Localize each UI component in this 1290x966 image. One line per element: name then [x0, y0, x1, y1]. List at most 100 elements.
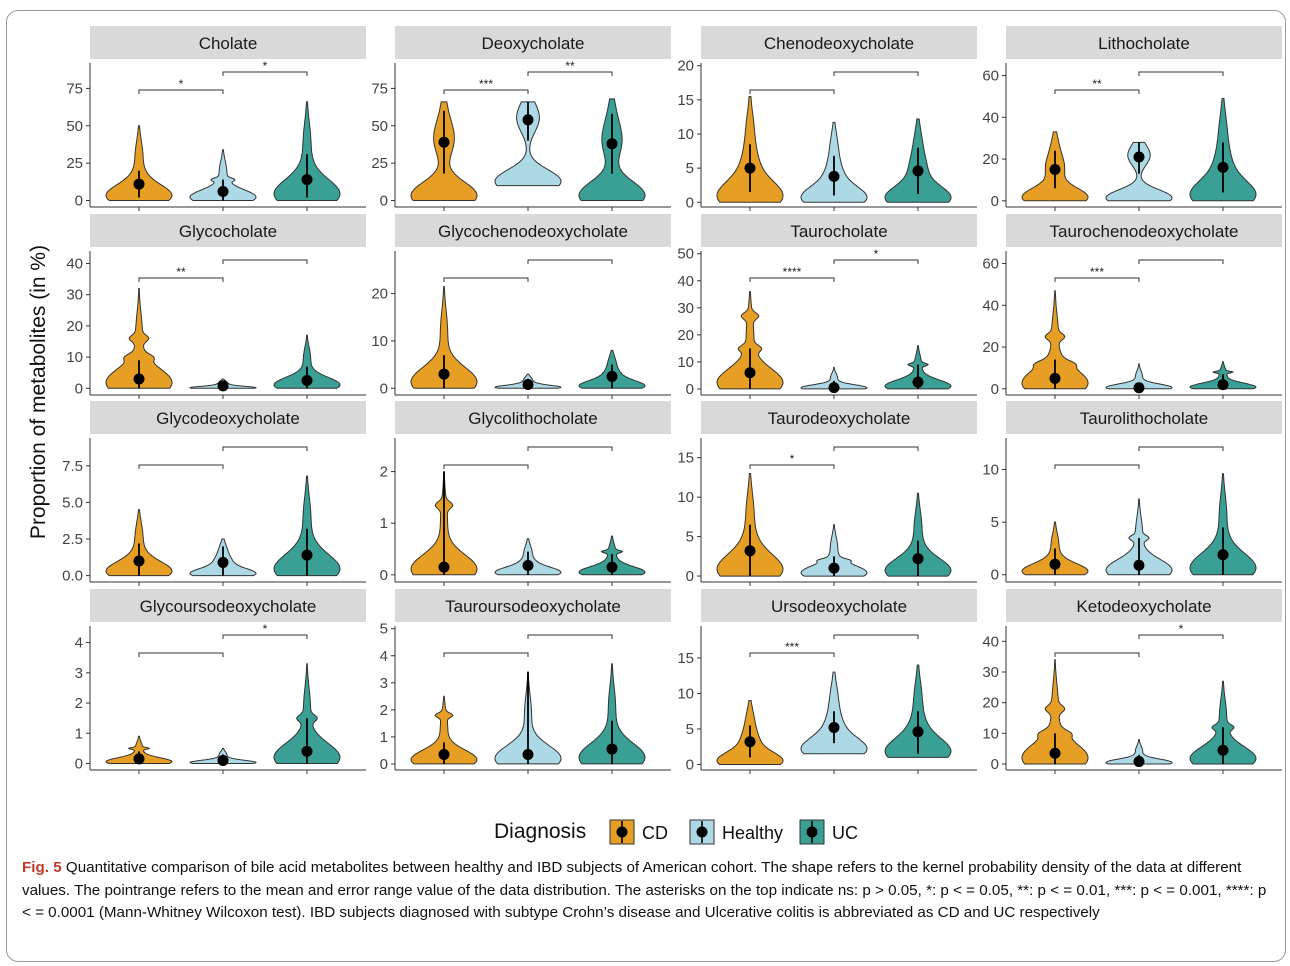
significance-bracket — [527, 71, 613, 76]
significance-bracket — [1054, 652, 1140, 657]
facet-title: Taurochenodeoxycholate — [1049, 222, 1238, 241]
significance-bracket — [1054, 464, 1140, 469]
y-tick-label: 1 — [75, 725, 83, 742]
y-tick-label: 0 — [75, 755, 83, 772]
y-tick-label: 20 — [66, 318, 83, 335]
mean-point — [1049, 558, 1061, 570]
significance-bracket — [138, 277, 224, 282]
y-tick-label: 20 — [371, 286, 388, 303]
facet-title: Taurolithocholate — [1080, 409, 1209, 428]
y-tick-label: 3 — [380, 675, 388, 692]
facet-title: Taurocholate — [790, 222, 887, 241]
facet-title: Glycodeoxycholate — [156, 409, 300, 428]
mean-point — [1217, 549, 1229, 561]
legend-title: Diagnosis — [494, 820, 586, 843]
y-tick-label: 0 — [991, 381, 999, 398]
mean-point — [1217, 379, 1229, 391]
facet-strip — [90, 589, 366, 622]
y-tick-label: 40 — [982, 633, 999, 650]
mean-point — [606, 370, 618, 382]
significance-bracket — [833, 71, 919, 76]
y-tick-label: 15 — [677, 450, 694, 467]
facet-strip — [701, 214, 977, 247]
y-tick-label: 30 — [982, 664, 999, 681]
y-tick-label: 0 — [686, 568, 694, 585]
mean-point — [438, 561, 450, 573]
violin-cd — [105, 509, 173, 577]
significance-bracket — [222, 259, 308, 264]
violin-uc — [273, 334, 341, 389]
y-tick-label: 5 — [380, 621, 388, 638]
mean-point — [301, 174, 313, 186]
violin-uc — [884, 492, 952, 577]
facet-title: Taurodeoxycholate — [768, 409, 911, 428]
y-tick-label: 10 — [677, 489, 694, 506]
significance-bracket — [1138, 634, 1224, 639]
y-tick-label: 0 — [380, 193, 388, 210]
mean-point — [828, 562, 840, 574]
legend-label: CD — [642, 823, 668, 843]
y-tick-label: 40 — [677, 273, 694, 290]
mean-point — [912, 726, 924, 738]
mean-point — [133, 178, 145, 190]
significance-bracket — [222, 634, 308, 639]
significance-bracket — [749, 277, 835, 282]
y-tick-label: 2 — [380, 464, 388, 481]
significance-label: * — [790, 452, 795, 466]
mean-point — [1133, 151, 1145, 163]
mean-point — [217, 186, 229, 198]
y-tick-label: 50 — [677, 246, 694, 263]
facet-strip — [1006, 589, 1282, 622]
facet-strip — [395, 589, 671, 622]
violin-uc — [578, 663, 646, 765]
significance-label: *** — [1090, 265, 1104, 279]
y-tick-label: 3 — [75, 665, 83, 682]
significance-bracket — [749, 89, 835, 94]
mean-point — [301, 745, 313, 757]
significance-label: * — [263, 59, 268, 73]
y-tick-label: 0 — [991, 193, 999, 210]
significance-bracket — [833, 634, 919, 639]
significance-bracket — [443, 89, 529, 94]
mean-point — [133, 753, 145, 765]
facet-strip — [701, 589, 977, 622]
facet-title: Ursodeoxycholate — [771, 597, 907, 616]
mean-point — [217, 754, 229, 766]
y-tick-label: 5 — [991, 514, 999, 531]
violin-uc — [273, 475, 341, 577]
significance-label: * — [263, 622, 268, 636]
significance-bracket — [527, 634, 613, 639]
y-tick-label: 7.5 — [62, 458, 83, 475]
y-tick-label: 0 — [380, 567, 388, 584]
mean-point — [438, 748, 450, 760]
mean-point — [1049, 164, 1061, 175]
mean-point — [1217, 744, 1229, 756]
significance-label: ** — [565, 59, 575, 73]
y-tick-label: 25 — [66, 155, 83, 172]
facet-title: Ketodeoxycholate — [1076, 597, 1211, 616]
legend-label: Healthy — [722, 823, 783, 843]
mean-point — [1133, 559, 1145, 571]
significance-bracket — [443, 464, 529, 469]
mean-point — [217, 556, 229, 568]
y-tick-label: 40 — [982, 109, 999, 126]
y-tick-label: 20 — [982, 151, 999, 168]
violin-healthy — [800, 524, 868, 577]
y-tick-label: 0 — [686, 756, 694, 773]
y-tick-label: 20 — [677, 58, 694, 75]
significance-bracket — [222, 71, 308, 76]
y-tick-label: 5 — [686, 160, 694, 177]
y-tick-label: 60 — [982, 68, 999, 85]
facet-title: Glycolithocholate — [468, 409, 597, 428]
y-tick-label: 0 — [686, 381, 694, 398]
significance-bracket — [443, 277, 529, 282]
significance-bracket — [222, 446, 308, 451]
significance-bracket — [749, 652, 835, 657]
y-tick-label: 0 — [991, 567, 999, 584]
y-tick-label: 2 — [380, 702, 388, 719]
y-tick-label: 4 — [380, 648, 388, 665]
facet-strip — [701, 26, 977, 59]
